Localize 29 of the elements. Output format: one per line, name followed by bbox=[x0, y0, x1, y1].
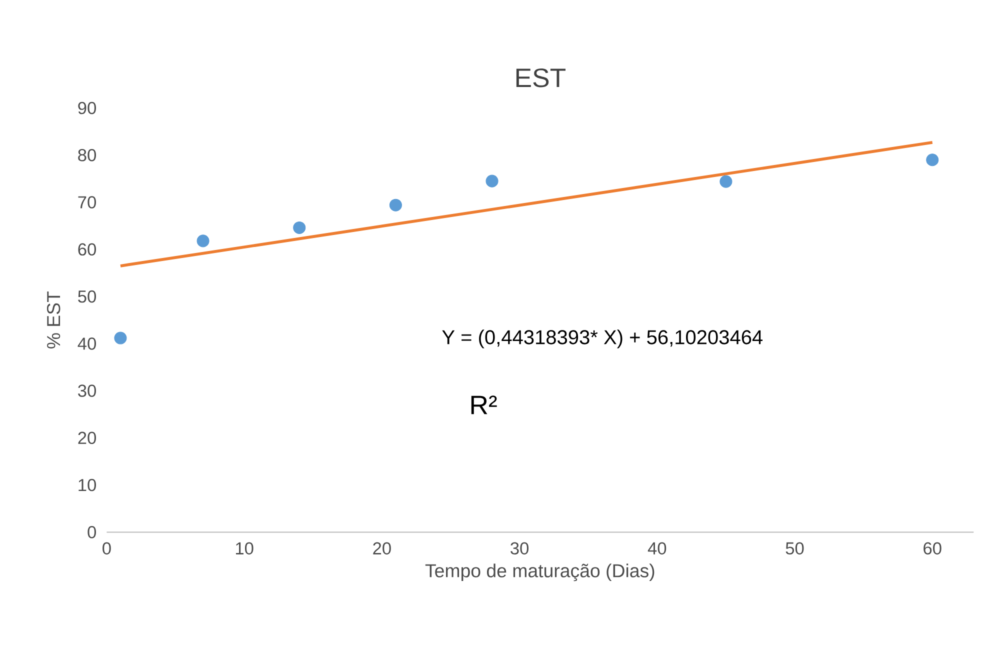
chart-title: EST bbox=[516, 68, 566, 88]
y-tick-label: 90 bbox=[78, 102, 96, 114]
y-tick-label: 10 bbox=[78, 478, 96, 492]
x-tick-label: 40 bbox=[648, 542, 666, 555]
point bbox=[720, 175, 732, 188]
y-tick-label: 70 bbox=[78, 196, 96, 208]
y-tick-label: 50 bbox=[78, 290, 96, 303]
point bbox=[926, 154, 939, 166]
x-tick-label: 50 bbox=[786, 542, 804, 555]
x-tick-label: 0 bbox=[102, 542, 111, 555]
point bbox=[293, 222, 306, 234]
x-tick-label: 30 bbox=[510, 542, 529, 555]
x-tick-label: 20 bbox=[373, 542, 391, 555]
y-tick-label: 80 bbox=[78, 149, 96, 162]
y-tick-label: 60 bbox=[78, 243, 96, 256]
y-axis-title: % EST bbox=[46, 292, 60, 349]
point bbox=[389, 198, 402, 212]
annotation: R² bbox=[471, 396, 497, 414]
x-axis-title: Tempo de maturação (Dias) bbox=[425, 564, 654, 582]
y-tick-label: 20 bbox=[78, 432, 96, 444]
y-tick-label: 30 bbox=[78, 384, 96, 397]
point bbox=[196, 234, 210, 248]
x-tick-label: 10 bbox=[236, 542, 254, 555]
y-tick-label: 0 bbox=[88, 526, 96, 538]
x-tick-label: 60 bbox=[924, 542, 942, 555]
y-tick-label: 40 bbox=[78, 338, 96, 350]
point bbox=[486, 174, 498, 188]
annotation: Y = (0,44318393* X) + 56,10203464 bbox=[442, 330, 763, 348]
point bbox=[114, 332, 127, 344]
